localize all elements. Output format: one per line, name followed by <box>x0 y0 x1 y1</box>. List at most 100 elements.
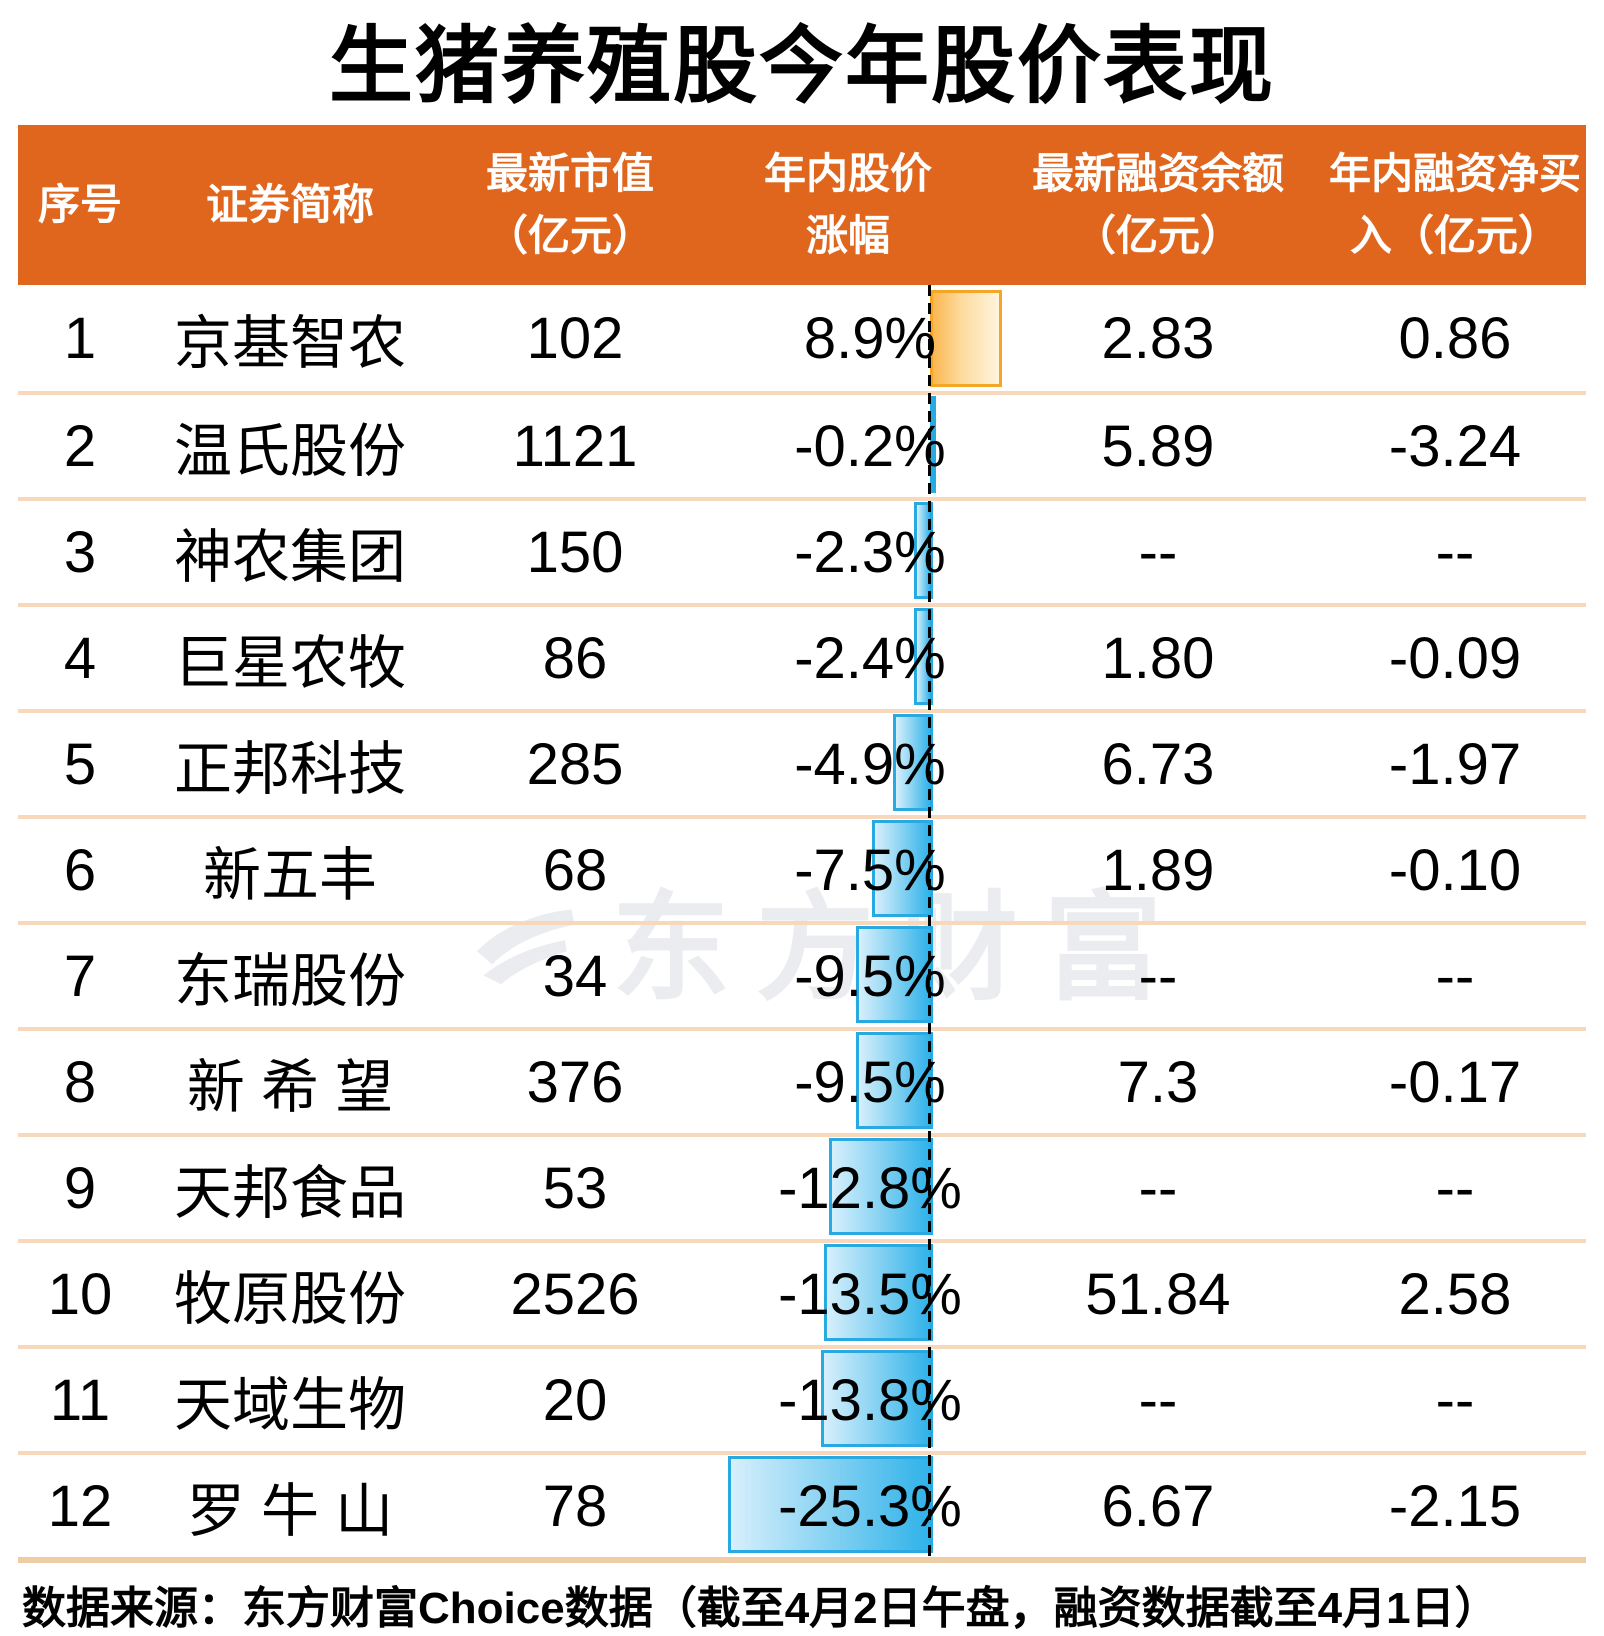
table-row: 1 京基智农 102 8.9% 2.83 0.86 <box>18 285 1586 391</box>
column-header-net-financing: 年内融资净买 入（亿元） <box>1305 125 1604 285</box>
cell-seq: 7 <box>63 943 97 1009</box>
cell-net-financing: -0.09 <box>1388 625 1522 691</box>
cell-seq: 8 <box>63 1049 97 1115</box>
cell-ytd-change: -12.8% <box>778 1155 962 1221</box>
table-row: 11 天域生物 20 -13.8% -- -- <box>18 1345 1586 1451</box>
cell-seq: 2 <box>63 413 97 479</box>
table-row: 8 新 希 望 376 -9.5% 7.3 -0.17 <box>18 1027 1586 1133</box>
column-header-financing-balance-line2: （亿元） <box>1073 212 1242 259</box>
cell-market-cap: 285 <box>526 731 624 797</box>
table-row: 6 新五丰 68 -7.5% 1.89 -0.10 <box>18 815 1586 921</box>
cell-net-financing: -3.24 <box>1388 413 1522 479</box>
cell-ytd-change: -7.5% <box>794 837 946 903</box>
cell-name: 京基智农 <box>173 311 406 376</box>
table-rows-container: 1 京基智农 102 8.9% 2.83 0.86 2 温氏股份 1121 -0.2% 5.89 -3… <box>18 285 1586 1557</box>
footer-source-note: 数据来源：东方财富Choice数据（截至4月2日午盘，融资数据截至4月1日） <box>22 1584 1499 1633</box>
cell-ytd-change: -9.5% <box>794 1049 946 1115</box>
table-row: 4 巨星农牧 86 -2.4% 1.80 -0.09 <box>18 603 1586 709</box>
column-header-financing-balance: 最新融资余额 （亿元） <box>1003 125 1313 285</box>
cell-name: 神农集团 <box>173 525 406 590</box>
cell-financing-balance: -- <box>1138 519 1178 585</box>
table-row: 10 牧原股份 2526 -13.5% 51.84 2.58 <box>18 1239 1586 1345</box>
cell-name: 牧原股份 <box>173 1267 406 1332</box>
cell-ytd-change: -25.3% <box>778 1473 962 1539</box>
cell-ytd-change: -0.2% <box>794 413 946 479</box>
cell-market-cap: 2526 <box>510 1261 640 1327</box>
column-header-market-cap-line1: 最新市值 <box>485 150 654 197</box>
cell-seq: 12 <box>47 1473 113 1539</box>
cell-financing-balance: 6.67 <box>1101 1473 1215 1539</box>
cell-name: 温氏股份 <box>173 419 406 484</box>
cell-net-financing: -0.17 <box>1388 1049 1522 1115</box>
cell-net-financing: -- <box>1435 1155 1475 1221</box>
table-header: 序号 证券简称 最新市值 （亿元） 年内股价 涨幅 最新融资余额 （亿元） 年内… <box>18 125 1586 285</box>
cell-financing-balance: 1.80 <box>1101 625 1215 691</box>
cell-market-cap: 150 <box>526 519 624 585</box>
table-row: 2 温氏股份 1121 -0.2% 5.89 -3.24 <box>18 391 1586 497</box>
cell-net-financing: -- <box>1435 1367 1475 1433</box>
cell-financing-balance: 1.89 <box>1101 837 1215 903</box>
cell-name: 正邦科技 <box>173 737 406 802</box>
column-header-ytd-change-line1: 年内股价 <box>763 150 932 197</box>
page-title: 生猪养殖股今年股价表现 <box>328 18 1275 113</box>
cell-market-cap: 68 <box>542 837 608 903</box>
cell-seq: 6 <box>63 837 97 903</box>
cell-market-cap: 20 <box>542 1367 608 1433</box>
column-header-ytd-change-line2: 涨幅 <box>805 212 890 259</box>
cell-net-financing: -- <box>1435 519 1475 585</box>
cell-financing-balance: 7.3 <box>1117 1049 1199 1115</box>
cell-market-cap: 53 <box>542 1155 608 1221</box>
cell-seq: 4 <box>63 625 97 691</box>
column-header-name: 证券简称 <box>150 125 430 285</box>
column-header-name-label: 证券简称 <box>205 181 374 228</box>
cell-seq: 9 <box>63 1155 97 1221</box>
cell-market-cap: 78 <box>542 1473 608 1539</box>
cell-market-cap: 86 <box>542 625 608 691</box>
cell-market-cap: 102 <box>526 305 624 371</box>
cell-financing-balance: 5.89 <box>1101 413 1215 479</box>
table-row: 5 正邦科技 285 -4.9% 6.73 -1.97 <box>18 709 1586 815</box>
cell-name: 新五丰 <box>202 843 377 908</box>
cell-seq: 1 <box>63 305 97 371</box>
cell-seq: 5 <box>63 731 97 797</box>
cell-name: 天域生物 <box>173 1373 406 1438</box>
cell-name: 罗 牛 山 <box>186 1479 394 1544</box>
cell-market-cap: 1121 <box>512 413 638 479</box>
cell-ytd-change: 8.9% <box>803 305 937 371</box>
cell-seq: 11 <box>49 1367 111 1433</box>
cell-net-financing: 0.86 <box>1398 305 1512 371</box>
cell-net-financing: 2.58 <box>1398 1261 1512 1327</box>
cell-name: 新 希 望 <box>186 1055 394 1120</box>
table-row: 12 罗 牛 山 78 -25.3% 6.67 -2.15 <box>18 1451 1586 1557</box>
cell-ytd-change: -2.3% <box>794 519 946 585</box>
cell-market-cap: 34 <box>542 943 608 1009</box>
cell-net-financing: -0.10 <box>1388 837 1522 903</box>
column-header-net-financing-line2: 入（亿元） <box>1349 212 1560 259</box>
cell-financing-balance: 6.73 <box>1101 731 1215 797</box>
column-header-market-cap: 最新市值 （亿元） <box>420 125 720 285</box>
column-header-ytd-change: 年内股价 涨幅 <box>698 125 998 285</box>
cell-seq: 3 <box>63 519 97 585</box>
table-row: 7 东瑞股份 34 -9.5% -- -- <box>18 921 1586 1027</box>
cell-ytd-change: -13.5% <box>778 1261 962 1327</box>
column-header-financing-balance-line1: 最新融资余额 <box>1031 150 1284 197</box>
column-header-seq-label: 序号 <box>37 181 122 228</box>
cell-financing-balance: -- <box>1138 943 1178 1009</box>
cell-name: 天邦食品 <box>173 1161 406 1226</box>
table-row: 9 天邦食品 53 -12.8% -- -- <box>18 1133 1586 1239</box>
cell-net-financing: -- <box>1435 943 1475 1009</box>
table-row: 3 神农集团 150 -2.3% -- -- <box>18 497 1586 603</box>
column-header-net-financing-line1: 年内融资净买 <box>1328 150 1581 197</box>
column-header-seq: 序号 <box>18 125 142 285</box>
cell-ytd-change: -2.4% <box>794 625 946 691</box>
cell-ytd-change: -4.9% <box>794 731 946 797</box>
cell-seq: 10 <box>47 1261 113 1327</box>
cell-ytd-change: -13.8% <box>778 1367 962 1433</box>
cell-net-financing: -1.97 <box>1388 731 1522 797</box>
column-header-market-cap-line2: （亿元） <box>485 212 654 259</box>
cell-name: 东瑞股份 <box>173 949 406 1014</box>
cell-financing-balance: 2.83 <box>1101 305 1215 371</box>
cell-financing-balance: -- <box>1138 1155 1178 1221</box>
cell-ytd-change: -9.5% <box>794 943 946 1009</box>
cell-financing-balance: 51.84 <box>1085 1261 1231 1327</box>
